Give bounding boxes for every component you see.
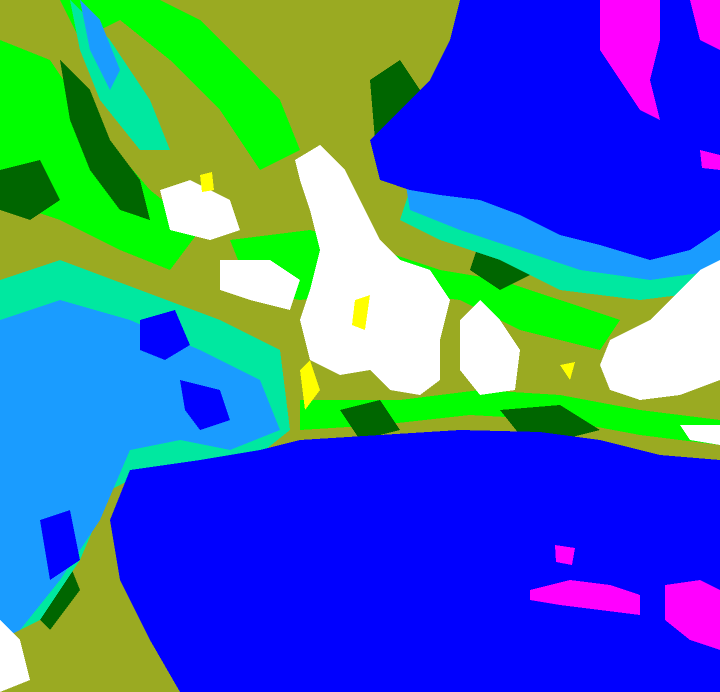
cloud-cover (0, 145, 720, 692)
cloud-edge (200, 172, 575, 410)
cold-cloud-tops (530, 0, 720, 650)
